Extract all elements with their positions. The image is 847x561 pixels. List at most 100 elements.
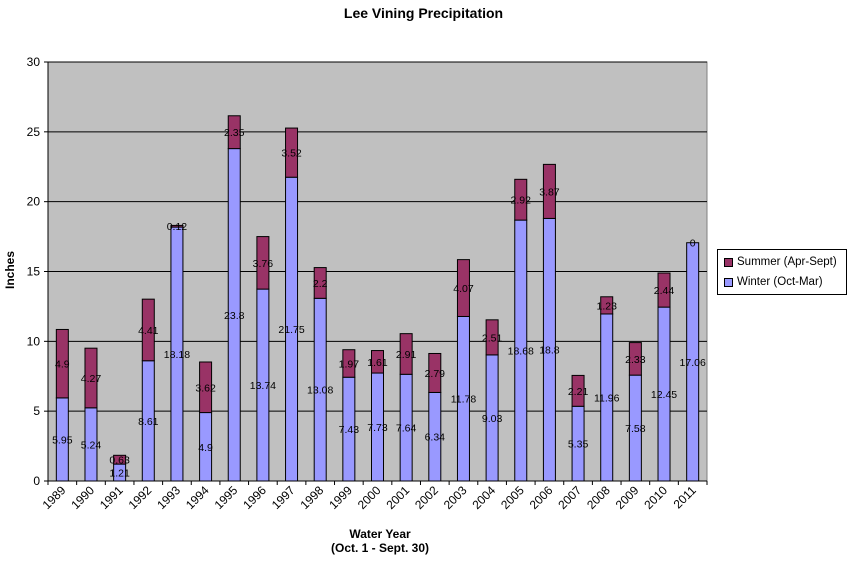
data-label-winter: 7.58 [625,423,646,435]
data-label-winter: 18.18 [164,349,190,361]
data-label-summer: 2.51 [482,332,503,344]
chart-title: Lee Vining Precipitation [343,5,504,21]
data-label-summer: 1.97 [339,358,360,370]
data-label-winter: 8.61 [138,416,159,428]
x-tick-label: 2005 [498,483,527,512]
legend-label-winter: Winter (Oct-Mar) [737,276,823,288]
data-label-winter: 18.68 [508,346,534,358]
x-tick-label: 1995 [212,483,241,512]
bar-summer [371,350,384,374]
data-label-summer: 3.87 [539,186,560,198]
bar-summer [628,342,642,376]
bar-summer [170,224,184,228]
bar-summer [571,374,585,407]
data-label-winter: 7.73 [367,422,388,434]
y-tick-label: 20 [27,195,41,209]
data-label-summer: 3.76 [253,258,274,270]
data-label-summer: 2.33 [625,354,646,366]
bar-summer [456,259,470,317]
data-label-summer: 0 [690,238,696,250]
bar-summer [657,272,671,308]
data-label-winter: 5.24 [81,439,102,451]
y-tick-label: 15 [27,265,41,279]
data-label-summer: 4.07 [453,283,474,295]
bar-summer [285,127,299,178]
data-label-summer: 4.41 [138,325,159,337]
x-axis-label-line1: Water Year [349,527,411,541]
legend: Summer (Apr-Sept) Winter (Oct-Mar) [717,249,847,295]
data-label-winter: 7.43 [339,424,360,436]
legend-label-summer: Summer (Apr-Sept) [737,256,837,268]
x-axis-label: Water Year (Oct. 1 - Sept. 30) [230,527,530,555]
data-label-summer: 2.44 [654,285,675,297]
data-label-winter: 4.9 [198,442,213,454]
x-tick-label: 1989 [40,483,69,512]
x-tick-label: 2002 [412,483,441,512]
bar-summer [227,115,241,150]
x-tick-label: 1998 [298,483,327,512]
x-tick-label: 1990 [68,483,97,512]
legend-swatch-winter [724,277,733,287]
data-label-winter: 23.8 [224,310,245,322]
data-label-summer: 4.27 [81,373,102,385]
data-label-summer: 2.79 [425,368,446,380]
data-label-summer: 0.12 [167,221,188,233]
x-tick-label: 1991 [97,483,126,512]
bar-summer [313,267,327,299]
data-label-winter: 9.03 [482,413,503,425]
data-label-summer: 0.63 [109,455,130,467]
data-label-summer: 4.9 [55,359,70,371]
legend-item-winter: Winter (Oct-Mar) [724,274,823,290]
data-label-winter: 13.74 [250,380,276,392]
data-label-summer: 2.35 [224,127,245,139]
y-axis-label: Inches [3,251,17,290]
bar-summer [113,454,127,465]
data-label-winter: 5.95 [52,434,73,446]
x-tick-label: 2001 [383,483,412,512]
x-tick-label: 2009 [613,483,642,512]
bar-summer [141,298,155,362]
x-tick-label: 2010 [641,483,670,512]
bar-summer [55,328,69,399]
x-tick-label: 1992 [126,483,155,512]
data-label-summer: 3.62 [195,382,216,394]
bar-winter [686,242,700,482]
y-tick-label: 30 [27,55,41,69]
bar-summer [428,352,442,393]
bar-summer [399,333,413,375]
data-label-summer: 2.2 [313,278,328,290]
data-label-summer: 2.91 [396,349,417,361]
y-tick-label: 0 [33,474,40,488]
data-label-winter: 1.21 [109,468,130,480]
x-tick-label: 1993 [154,483,183,512]
data-label-winter: 11.96 [594,392,620,404]
bar-summer [84,347,98,409]
bar-summer [342,349,356,378]
bar-summer [514,178,528,221]
y-tick-label: 10 [27,334,41,348]
bar-summer [600,296,614,315]
data-label-winter: 7.64 [396,423,417,435]
data-label-summer: 1.23 [596,300,617,312]
data-label-winter: 13.08 [307,385,333,397]
data-label-winter: 11.78 [451,394,477,406]
bar-summer [199,361,213,414]
legend-item-summer: Summer (Apr-Sept) [724,254,837,270]
data-label-summer: 2.21 [568,386,589,398]
x-tick-label: 1999 [326,483,355,512]
data-label-winter: 17.06 [680,357,706,369]
data-label-winter: 21.75 [278,324,304,336]
x-axis-label-line2: (Oct. 1 - Sept. 30) [330,541,430,555]
x-tick-label: 2003 [441,483,470,512]
legend-swatch-summer [724,257,733,267]
data-label-summer: 1.61 [367,357,388,369]
x-tick-label: 2008 [584,483,613,512]
x-tick-label: 1997 [269,483,298,512]
x-tick-label: 2006 [527,483,556,512]
data-label-summer: 3.52 [281,148,302,160]
x-tick-label: 2000 [355,483,384,512]
x-tick-label: 2004 [469,483,498,512]
data-label-winter: 18.8 [539,345,560,357]
bar-summer [542,163,556,219]
